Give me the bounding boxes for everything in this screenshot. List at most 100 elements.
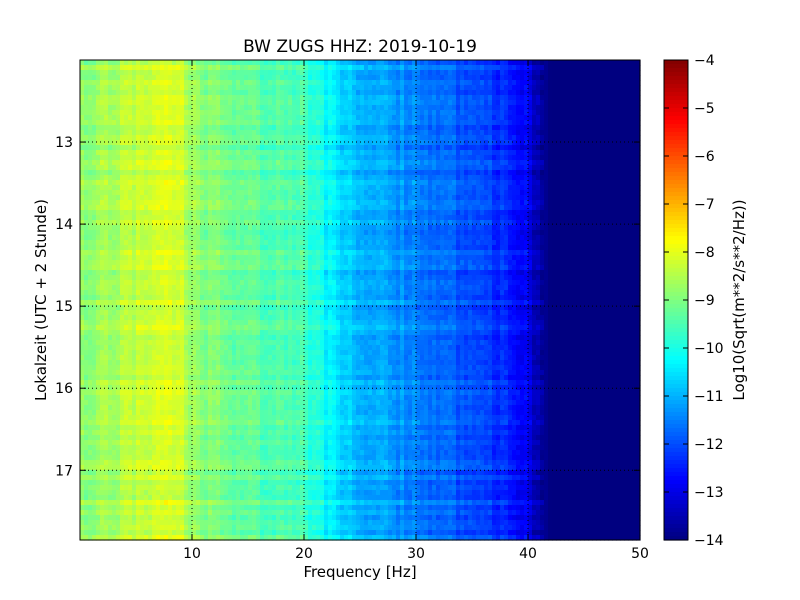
heatmap-cell [124,365,129,371]
heatmap-cell [208,415,213,421]
heatmap-cell [220,405,225,411]
heatmap-cell [156,260,161,266]
heatmap-cell [240,225,245,231]
heatmap-cell [264,95,269,101]
heatmap-cell [132,100,137,106]
heatmap-cell [168,220,173,226]
heatmap-cell [176,90,181,96]
heatmap-cell [228,155,233,161]
heatmap-cell [84,305,89,311]
heatmap-cell [168,270,173,276]
heatmap-cell [148,300,153,306]
heatmap-cell [184,90,189,96]
heatmap-cell [208,215,213,221]
heatmap-cell [184,425,189,431]
heatmap-cell [220,515,225,521]
heatmap-cell [260,200,265,206]
heatmap-cell [268,265,273,271]
heatmap-cell [216,470,221,476]
heatmap-cell [260,195,265,201]
heatmap-cell [172,105,177,111]
heatmap-cell [124,205,129,211]
heatmap-cell [272,230,277,236]
heatmap-cell [268,505,273,511]
heatmap-cell [200,285,205,291]
heatmap-cell [212,85,217,91]
heatmap-cell [276,75,281,81]
heatmap-cell [244,180,249,186]
heatmap-cell [112,345,117,351]
heatmap-cell [284,135,289,141]
heatmap-cell [96,195,101,201]
heatmap-cell [88,420,93,426]
heatmap-cell [96,85,101,91]
heatmap-cell [196,155,201,161]
heatmap-cell [180,490,185,496]
heatmap-cell [100,340,105,346]
heatmap-cell [120,495,125,501]
heatmap-cell [280,400,285,406]
heatmap-cell [248,190,253,196]
heatmap-cell [216,130,221,136]
heatmap-cell [120,365,125,371]
heatmap-cell [204,470,209,476]
heatmap-cell [144,465,149,471]
heatmap-cell [108,355,113,361]
heatmap-cell [80,370,85,376]
heatmap-cell [192,385,197,391]
heatmap-cell [156,475,161,481]
heatmap-cell [128,160,133,166]
heatmap-cell [100,275,105,281]
heatmap-cell [244,365,249,371]
heatmap-cell [204,450,209,456]
heatmap-cell [164,525,169,531]
heatmap-cell [152,340,157,346]
heatmap-cell [216,100,221,106]
heatmap-cell [200,245,205,251]
heatmap-cell [160,450,165,456]
heatmap-cell [228,525,233,531]
heatmap-cell [284,495,289,501]
heatmap-cell [104,520,109,526]
heatmap-cell [260,305,265,311]
heatmap-cell [120,395,125,401]
heatmap-cell [152,470,157,476]
heatmap-cell [168,430,173,436]
heatmap-cell [172,70,177,76]
heatmap-cell [200,435,205,441]
heatmap-cell [104,290,109,296]
heatmap-cell [200,260,205,266]
heatmap-cell [236,270,241,276]
heatmap-cell [96,500,101,506]
heatmap-cell [280,65,285,71]
heatmap-cell [192,270,197,276]
heatmap-cell [100,445,105,451]
heatmap-cell [196,485,201,491]
heatmap-cell [268,250,273,256]
heatmap-cell [172,365,177,371]
heatmap-cell [228,335,233,341]
heatmap-cell [140,240,145,246]
heatmap-cell [268,245,273,251]
heatmap-cell [156,315,161,321]
heatmap-cell [240,395,245,401]
heatmap-cell [160,120,165,126]
heatmap-cell [120,150,125,156]
heatmap-cell [196,125,201,131]
heatmap-cell [120,135,125,141]
heatmap-cell [224,315,229,321]
heatmap-cell [108,140,113,146]
heatmap-cell [160,270,165,276]
heatmap-cell [104,265,109,271]
heatmap-cell [140,255,145,261]
heatmap-cell [140,410,145,416]
heatmap-cell [116,345,121,351]
heatmap-cell [140,70,145,76]
heatmap-cell [196,255,201,261]
heatmap-cell [156,225,161,231]
heatmap-cell [164,320,169,326]
heatmap-cell [156,330,161,336]
heatmap-cell [116,335,121,341]
heatmap-cell [80,140,85,146]
heatmap-cell [180,70,185,76]
